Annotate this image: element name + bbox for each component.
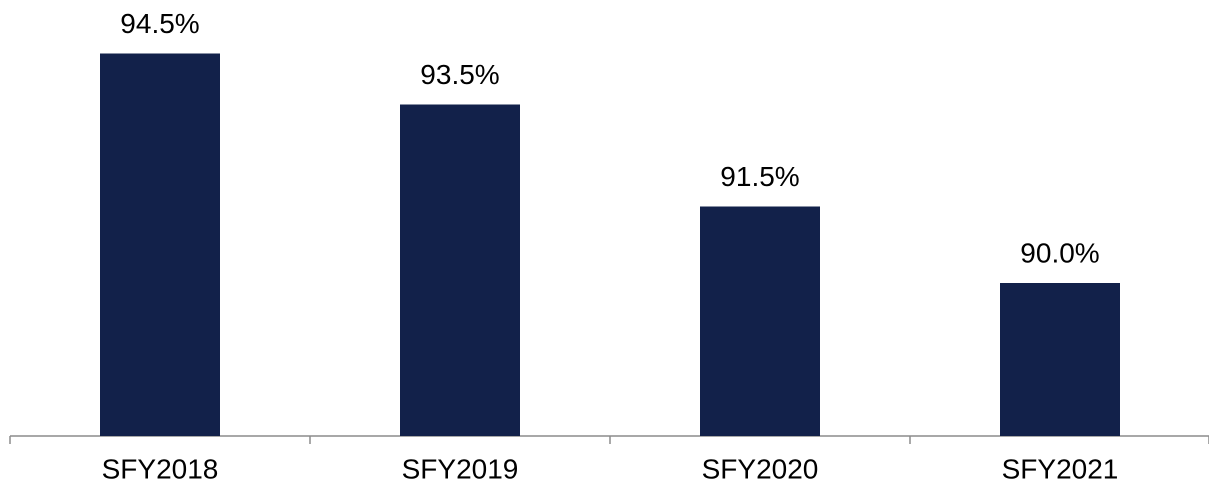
bar bbox=[1000, 283, 1120, 436]
data-label: 93.5% bbox=[420, 59, 499, 90]
x-tick-label: SFY2019 bbox=[402, 453, 519, 484]
x-tick-label: SFY2021 bbox=[1002, 453, 1119, 484]
data-label: 90.0% bbox=[1020, 237, 1099, 268]
bar bbox=[400, 104, 520, 436]
bar bbox=[100, 53, 220, 436]
bar bbox=[700, 206, 820, 436]
data-label: 91.5% bbox=[720, 161, 799, 192]
x-tick-label: SFY2020 bbox=[702, 453, 819, 484]
data-label: 94.5% bbox=[120, 8, 199, 39]
x-tick-label: SFY2018 bbox=[102, 453, 219, 484]
